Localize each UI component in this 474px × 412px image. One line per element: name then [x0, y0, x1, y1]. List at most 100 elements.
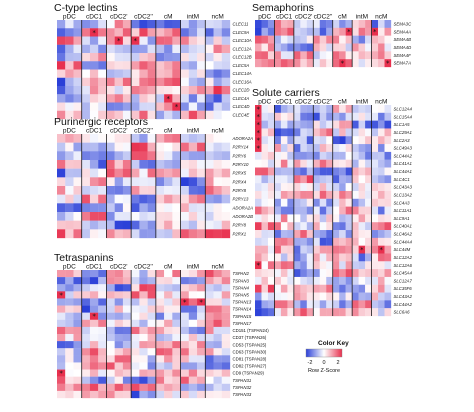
- heatmap-cell: [287, 237, 295, 246]
- heatmap-cell: [188, 203, 198, 213]
- heatmap-cell: [313, 292, 320, 301]
- heatmap-cell: [139, 28, 148, 37]
- row-label: SLC12A4: [394, 107, 413, 112]
- heatmap-cell: [221, 298, 231, 306]
- heatmap-cell: [293, 144, 301, 153]
- heatmap-cell: [221, 53, 231, 62]
- heatmap-cell: [139, 142, 148, 152]
- heatmap-cell: [164, 86, 173, 95]
- heatmap-cell: [371, 206, 379, 215]
- heatmap-cell: [81, 203, 91, 213]
- heatmap-cell: [221, 69, 231, 78]
- heatmap-cell: [339, 190, 346, 199]
- heatmap-cell: [332, 183, 340, 192]
- heatmap-cell: [131, 220, 140, 230]
- heatmap-cell: [98, 69, 107, 78]
- heatmap-cell: [358, 35, 366, 44]
- heatmap-cell: [371, 159, 379, 168]
- heatmap-cell: [332, 175, 340, 184]
- heatmap-cell: [188, 284, 198, 292]
- heatmap-cell: [197, 36, 206, 45]
- heatmap-cell: [122, 28, 132, 37]
- heatmap-cell: [114, 291, 124, 299]
- heatmap-cell: [280, 27, 288, 36]
- heatmap-cell: [122, 212, 132, 221]
- heatmap-cell: [306, 253, 314, 262]
- heatmap-cell: [106, 298, 115, 306]
- heatmap-cell: [98, 186, 107, 195]
- heatmap-cell: [261, 269, 269, 278]
- heatmap-cell: [89, 341, 99, 349]
- heatmap-cell: [164, 177, 173, 187]
- heatmap-cell: [274, 284, 282, 293]
- heatmap-cell: [287, 308, 295, 317]
- row-label: SEMA4A: [394, 29, 412, 34]
- row-label: SLC15A4: [394, 114, 413, 119]
- heatmap-cell: [221, 177, 231, 187]
- heatmap-cell: [293, 253, 301, 262]
- heatmap-cell: [274, 51, 282, 60]
- heatmap-cell: [81, 298, 91, 306]
- column-header: cDC2'': [134, 14, 153, 21]
- heatmap-cell: [213, 376, 222, 384]
- heatmap-cell: [188, 229, 198, 239]
- heatmap-cell: [89, 194, 99, 204]
- heatmap-cell: [293, 175, 301, 184]
- heatmap-cell: [352, 190, 359, 199]
- heatmap-cell: [81, 362, 91, 370]
- column-header: pDC: [63, 14, 76, 21]
- heatmap-cell: [73, 94, 82, 103]
- row-label: P2RY8: [233, 223, 247, 228]
- heatmap-cell: [358, 167, 366, 176]
- heatmap-cell: [188, 53, 198, 62]
- heatmap-cell: [89, 229, 99, 239]
- heatmap-cell: [280, 35, 288, 44]
- heatmap-cell: [293, 300, 301, 309]
- heatmap-cell: [255, 222, 262, 231]
- heatmap-cell: [114, 369, 124, 377]
- heatmap-cell: [378, 105, 385, 113]
- heatmap-cell: [280, 136, 288, 145]
- heatmap-cell: [384, 253, 392, 262]
- heatmap-cell: [57, 220, 66, 230]
- heatmap-cell: [73, 319, 82, 328]
- heatmap-cell: [267, 167, 275, 176]
- column-header: pDC: [63, 264, 76, 271]
- heatmap-cell: [89, 284, 99, 292]
- heatmap-cell: [255, 198, 262, 207]
- heatmap-cell: [221, 348, 231, 356]
- heatmap-cell: [98, 305, 107, 313]
- heatmap-cell: [221, 220, 231, 230]
- row-label: SEMA4F: [394, 53, 412, 58]
- heatmap-cell: [352, 276, 359, 285]
- heatmap-cell: [106, 102, 115, 111]
- heatmap-cell: [326, 292, 333, 301]
- heatmap-cell: [106, 86, 115, 95]
- heatmap-cell: [255, 128, 262, 137]
- heatmap-cell: [371, 20, 379, 28]
- heatmap-cell: [73, 177, 82, 187]
- heatmap-cell: [65, 334, 74, 342]
- heatmap-cell: [280, 261, 288, 270]
- significance-star: *: [183, 298, 187, 306]
- heatmap-cell: [98, 334, 107, 342]
- heatmap-cell: [274, 183, 282, 192]
- heatmap-cell: [180, 177, 189, 187]
- heatmap-cell: [147, 110, 157, 120]
- heatmap-cell: [378, 128, 385, 137]
- heatmap-cell: [122, 270, 132, 278]
- heatmap-cell: [81, 142, 91, 152]
- heatmap-cell: [267, 59, 275, 68]
- heatmap-cell: [326, 43, 333, 52]
- heatmap-cell: [267, 51, 275, 60]
- heatmap-cell: [384, 59, 392, 68]
- heatmap-cell: [300, 167, 307, 176]
- heatmap-cell: [365, 308, 372, 317]
- heatmap-cell: [57, 383, 66, 392]
- heatmap-cell: [188, 305, 198, 313]
- heatmap-cell: [106, 383, 115, 392]
- heatmap-cell: [358, 59, 366, 68]
- heatmap-cell: [73, 69, 82, 78]
- heatmap-cell: [371, 128, 379, 137]
